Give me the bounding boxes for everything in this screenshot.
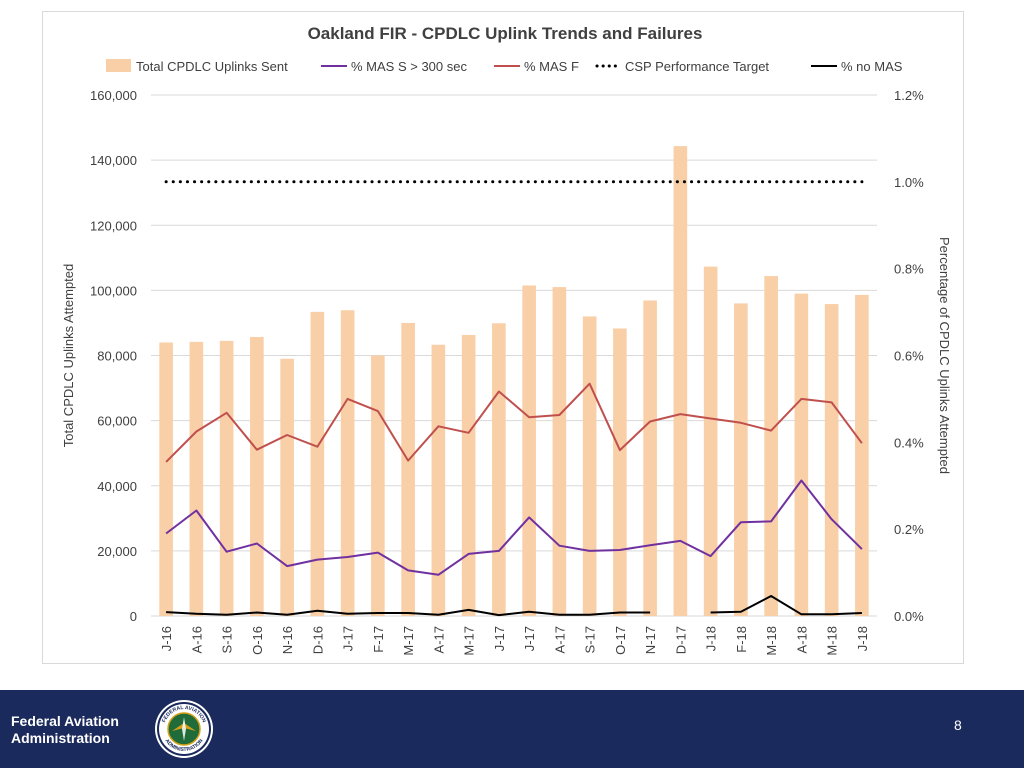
page-number: 8 xyxy=(954,717,962,733)
org-name-line1: Federal Aviation xyxy=(11,713,119,729)
bar xyxy=(431,344,446,616)
y2-axis-title: Percentage of CPDLC Uplinks Attempted xyxy=(937,237,952,474)
x-tick-label: D-17 xyxy=(673,626,688,654)
y-tick-label: 0 xyxy=(130,609,137,624)
legend-label: % no MAS xyxy=(841,59,903,74)
x-tick-label: M-18 xyxy=(825,626,840,656)
y-tick-label: 80,000 xyxy=(97,349,137,364)
y-tick-label: 120,000 xyxy=(90,218,137,233)
x-tick-label: J-18 xyxy=(855,626,870,651)
faa-seal-logo: FEDERAL AVIATION ADMINISTRATION xyxy=(155,700,213,758)
x-tick-label: J-18 xyxy=(704,626,719,651)
x-tick-label: N-17 xyxy=(643,626,658,654)
legend-label: % MAS S > 300 sec xyxy=(351,59,467,74)
y2-tick-label: 0.6% xyxy=(894,349,924,364)
bar xyxy=(522,285,536,616)
y2-tick-label: 0.4% xyxy=(894,435,924,450)
y-tick-label: 100,000 xyxy=(90,283,137,298)
legend-label: % MAS F xyxy=(524,59,579,74)
org-name: Federal Aviation Administration xyxy=(11,713,151,747)
bar xyxy=(401,322,415,616)
x-tick-label: A-18 xyxy=(794,626,809,653)
y2-tick-label: 0.2% xyxy=(894,522,924,537)
legend-label: CSP Performance Target xyxy=(625,59,769,74)
chart-title: Oakland FIR - CPDLC Uplink Trends and Fa… xyxy=(308,24,703,43)
legend-label: Total CPDLC Uplinks Sent xyxy=(136,59,288,74)
bar xyxy=(189,341,204,616)
x-tick-label: F-17 xyxy=(371,626,386,653)
x-tick-label: J-17 xyxy=(341,626,356,651)
x-tick-label: O-16 xyxy=(250,626,265,655)
x-tick-label: N-16 xyxy=(280,626,295,654)
series-line xyxy=(165,382,863,463)
y2-tick-label: 1.2% xyxy=(894,88,924,103)
x-tick-label: J-17 xyxy=(492,626,507,651)
x-tick-label: S-17 xyxy=(583,626,598,653)
bar xyxy=(280,358,294,616)
x-tick-label: A-17 xyxy=(431,626,446,653)
bar xyxy=(492,323,506,616)
y2-tick-label: 1.0% xyxy=(894,175,924,190)
x-tick-label: M-18 xyxy=(764,626,779,656)
bar xyxy=(673,146,688,617)
bar xyxy=(643,300,657,616)
series-line xyxy=(166,595,862,617)
x-tick-label: A-16 xyxy=(189,626,204,653)
bar xyxy=(552,287,567,616)
y-tick-label: 40,000 xyxy=(97,479,137,494)
bar xyxy=(159,342,173,616)
bar xyxy=(310,311,325,616)
x-tick-label: D-16 xyxy=(310,626,325,654)
y-tick-label: 60,000 xyxy=(97,414,137,429)
x-tick-label: F-18 xyxy=(734,626,749,653)
y2-tick-label: 0.0% xyxy=(894,609,924,624)
chart-svg: Oakland FIR - CPDLC Uplink Trends and Fa… xyxy=(61,24,952,656)
bar xyxy=(855,294,869,616)
x-tick-label: S-16 xyxy=(220,626,235,653)
y-tick-label: 140,000 xyxy=(90,153,137,168)
x-tick-label: M-17 xyxy=(462,626,477,656)
org-name-line2: Administration xyxy=(11,730,110,746)
bar xyxy=(582,316,597,616)
bar xyxy=(734,303,748,616)
legend-swatch xyxy=(106,59,131,72)
bar xyxy=(824,304,839,616)
bar xyxy=(461,334,476,616)
bar xyxy=(703,266,718,616)
x-tick-label: J-16 xyxy=(159,626,174,651)
bar xyxy=(613,328,627,616)
y2-tick-label: 0.8% xyxy=(894,262,924,277)
footer-bar: Federal Aviation Administration FEDERAL … xyxy=(0,690,1024,768)
chart-frame: Oakland FIR - CPDLC Uplink Trends and Fa… xyxy=(42,11,964,664)
x-tick-label: J-17 xyxy=(522,626,537,651)
x-tick-label: M-17 xyxy=(401,626,416,656)
x-tick-label: A-17 xyxy=(552,626,567,653)
bar xyxy=(340,310,355,616)
y-axis-title: Total CPDLC Uplinks Attempted xyxy=(61,264,76,448)
bar xyxy=(371,355,385,616)
series-line xyxy=(165,479,863,576)
y-tick-label: 20,000 xyxy=(97,544,137,559)
bar xyxy=(794,293,809,616)
bar xyxy=(764,276,778,616)
y-tick-label: 160,000 xyxy=(90,88,137,103)
x-tick-label: O-17 xyxy=(613,626,628,655)
bar xyxy=(219,340,234,616)
bar xyxy=(250,336,264,616)
